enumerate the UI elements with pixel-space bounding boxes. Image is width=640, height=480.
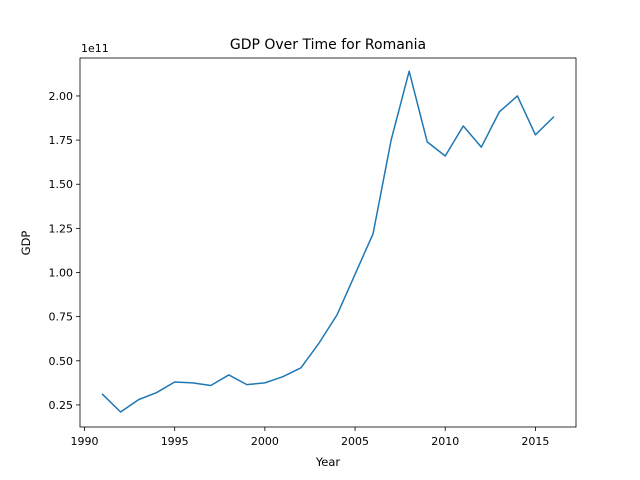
y-tick-label: 2.00 bbox=[49, 90, 74, 103]
x-axis-ticks: 1990 1995 2000 2005 2010 2015 bbox=[71, 427, 549, 448]
gdp-series-line bbox=[101, 70, 555, 413]
y-tick-label: 1.00 bbox=[49, 267, 74, 280]
x-tick-label: 1995 bbox=[161, 435, 189, 448]
x-tick-label: 2015 bbox=[521, 435, 549, 448]
y-tick-label: 1.50 bbox=[49, 178, 74, 191]
plot-frame bbox=[79, 57, 577, 428]
y-tick-label: 0.25 bbox=[49, 399, 74, 412]
y-axis-label: GDP bbox=[19, 231, 33, 256]
x-axis-label: Year bbox=[315, 455, 341, 469]
x-tick-label: 2010 bbox=[431, 435, 459, 448]
y-axis-ticks: 0.25 0.50 0.75 1.00 1.25 1.50 1.75 2.00 bbox=[49, 90, 80, 412]
y-tick-label: 0.75 bbox=[49, 311, 74, 324]
plot-area: 1990 1995 2000 2005 2010 2015 0.25 0.50 0.75 1.0… bbox=[49, 57, 577, 448]
x-tick-label: 2000 bbox=[251, 435, 279, 448]
y-tick-label: 1.25 bbox=[49, 222, 74, 235]
y-offset-label: 1e11 bbox=[81, 42, 109, 55]
x-tick-label: 2005 bbox=[341, 435, 369, 448]
y-tick-label: 1.75 bbox=[49, 134, 74, 147]
chart-title: GDP Over Time for Romania bbox=[230, 37, 426, 53]
y-tick-label: 0.50 bbox=[49, 355, 74, 368]
x-tick-label: 1990 bbox=[71, 435, 99, 448]
